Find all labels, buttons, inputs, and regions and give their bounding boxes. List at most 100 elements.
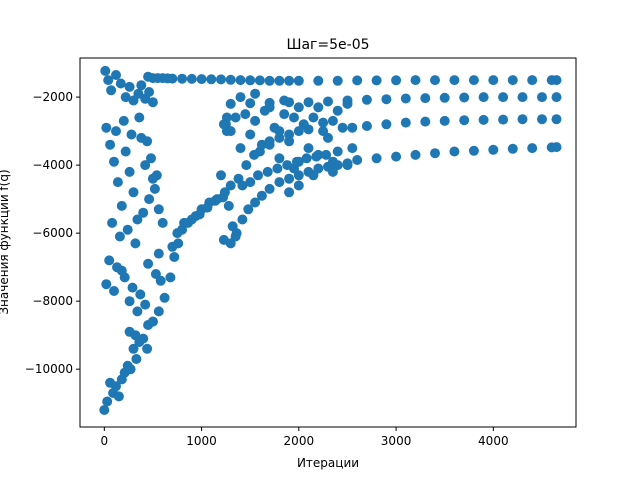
data-point [219,187,230,198]
data-point [361,121,372,131]
data-point [113,391,124,402]
data-point [245,177,256,188]
data-point [155,275,166,286]
y-tick-label: −10000 [25,362,73,376]
data-point [264,102,275,113]
data-point [109,286,119,296]
data-point [439,115,450,126]
data-point [230,231,241,242]
data-point [153,306,164,317]
data-point [430,75,440,86]
data-point [144,87,155,97]
data-point [498,114,509,125]
data-point [488,75,499,86]
data-point [153,204,164,215]
data-point [243,204,254,215]
data-point [107,217,118,228]
data-point [235,143,246,154]
data-point [332,105,343,116]
data-point [478,92,489,103]
data-point [111,381,121,392]
data-point [293,170,304,181]
data-point [250,197,261,208]
data-point [245,98,256,109]
y-tick-label: −4000 [32,158,73,172]
data-point [420,116,431,127]
data-point [138,207,149,218]
data-point [206,74,217,85]
data-point [177,73,188,84]
data-point [130,330,141,341]
data-point [144,194,155,205]
data-point [254,75,265,86]
data-point [127,282,138,293]
chart-title: Шаг=5e-05 [286,37,369,53]
data-point [323,96,333,107]
data-point [293,180,304,191]
y-axis-label: Значения функции f(q) [0,169,11,314]
data-point [202,202,213,213]
y-axis-ticks: −10000 −8000 −6000 −4000 −2000 [25,90,80,376]
data-point [245,129,256,140]
data-point [311,151,322,162]
data-point [186,214,197,225]
data-point [237,214,248,225]
data-point [223,200,234,211]
plot-frame [79,57,577,428]
data-point [381,119,392,130]
data-point [165,272,176,283]
data-point [327,156,338,167]
data-point [101,279,112,290]
data-point [225,74,236,85]
data-point [157,217,168,228]
data-point [149,183,160,194]
data-point [342,98,353,109]
data-point [235,75,246,86]
data-point [449,75,460,86]
y-tick-label: −8000 [32,294,73,308]
data-point [507,143,518,154]
data-point [179,217,190,228]
data-point [120,92,131,103]
data-point [142,343,153,354]
data-point [332,75,343,86]
data-point [507,75,518,86]
data-point [115,78,126,89]
data-point [114,231,125,242]
data-point [551,142,562,153]
data-point [337,122,348,133]
data-point [279,95,290,106]
data-point [282,160,293,171]
data-point [128,343,139,354]
data-points [99,65,562,415]
data-point [131,354,142,364]
data-point [400,93,411,104]
data-point [135,289,146,300]
data-point [264,183,275,194]
data-point [517,92,528,103]
data-point [124,81,135,92]
data-point [381,94,392,105]
data-point [303,124,314,135]
data-point [284,129,295,140]
data-point [468,75,479,86]
data-point [410,75,421,86]
data-point [235,92,246,103]
data-point [347,122,358,133]
data-point [133,88,144,99]
data-point [352,75,363,86]
data-point [103,75,114,86]
data-point [264,75,275,86]
data-point [321,149,332,160]
data-point [459,92,470,103]
data-point [303,166,314,177]
data-point [111,126,121,137]
data-point [459,115,470,126]
data-point [126,129,137,140]
data-point [216,74,226,85]
data-point [264,136,275,147]
data-point [99,405,110,415]
data-point [118,115,129,126]
data-point [527,143,538,154]
